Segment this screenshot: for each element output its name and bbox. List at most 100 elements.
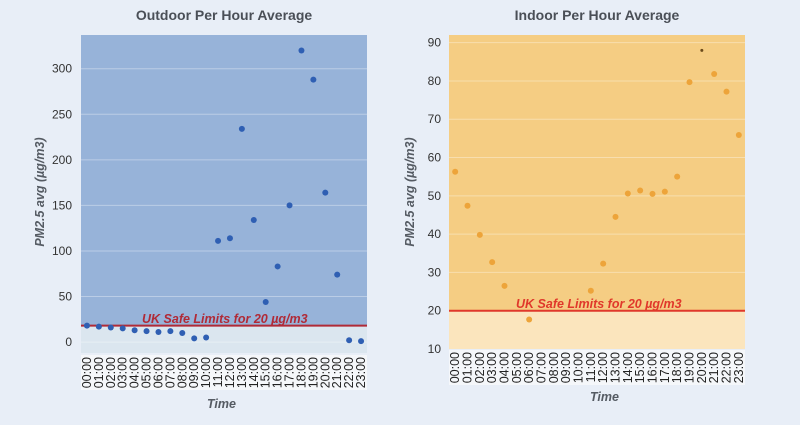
outdoor-y-tick-label: 200: [52, 153, 72, 167]
outdoor-x-tick-label: 00:00: [80, 357, 94, 388]
indoor-data-point: [476, 231, 483, 238]
indoor-data-point: [464, 202, 471, 209]
outdoor-data-point: [107, 324, 114, 331]
outdoor-x-tick-label: 16:00: [271, 357, 285, 388]
indoor-data-point: [624, 190, 631, 197]
indoor-data-point: [489, 259, 496, 266]
outdoor-safe-limit-label: UK Safe Limits for 20 µg/m3: [142, 312, 308, 326]
indoor-data-point: [700, 48, 704, 52]
indoor-data-point: [674, 173, 681, 180]
outdoor-data-point: [274, 263, 281, 270]
outdoor-data-point: [286, 202, 293, 209]
indoor-y-tick-label: 10: [428, 342, 442, 356]
outdoor-x-tick-label: 14:00: [247, 357, 261, 388]
outdoor-data-point: [179, 329, 186, 336]
outdoor-below-limit-region: [81, 325, 367, 353]
indoor-y-tick-label: 70: [428, 112, 442, 126]
outdoor-x-tick-label: 17:00: [283, 357, 297, 388]
outdoor-x-tick-label: 02:00: [104, 357, 118, 388]
outdoor-y-tick-label: 0: [65, 335, 72, 349]
indoor-x-tick-label: 06:00: [522, 352, 536, 383]
outdoor-y-tick-label: 150: [52, 198, 72, 212]
outdoor-data-point: [191, 335, 198, 342]
indoor-x-tick-label: 23:00: [732, 352, 746, 383]
outdoor-x-tick-label: 05:00: [140, 357, 154, 388]
outdoor-data-point: [226, 235, 233, 242]
indoor-y-tick-label: 50: [428, 189, 442, 203]
indoor-x-tick-label: 09:00: [559, 352, 573, 383]
outdoor-x-tick-label: 08:00: [175, 357, 189, 388]
indoor-x-tick-label: 07:00: [535, 352, 549, 383]
indoor-x-tick-label: 14:00: [621, 352, 635, 383]
indoor-y-tick-label: 40: [428, 227, 442, 241]
outdoor-x-tick-label: 15:00: [259, 357, 273, 388]
outdoor-data-point: [119, 325, 126, 332]
indoor-y-tick-label: 30: [428, 265, 442, 279]
outdoor-x-tick-label: 06:00: [151, 357, 165, 388]
indoor-data-point: [661, 188, 668, 195]
indoor-x-tick-label: 05:00: [510, 352, 524, 383]
indoor-x-tick-label: 19:00: [683, 352, 697, 383]
outdoor-y-tick-label: 100: [52, 244, 72, 258]
indoor-y-tick-label: 20: [428, 304, 442, 318]
indoor-data-point: [711, 71, 718, 78]
outdoor-plot-area: 0 50 100 150 200 250 300 00:0001:0002:0003:0004…: [52, 35, 368, 390]
outdoor-x-tick-label: 13:00: [235, 357, 249, 388]
outdoor-data-point: [322, 189, 329, 196]
outdoor-y-tick-label: 300: [52, 62, 72, 76]
outdoor-data-point: [143, 328, 150, 335]
outdoor-data-point: [310, 76, 317, 83]
outdoor-x-tick-label: 07:00: [163, 357, 177, 388]
outdoor-data-point: [203, 334, 210, 341]
outdoor-x-tick-label: 22:00: [342, 357, 356, 388]
outdoor-x-tick-label: 23:00: [354, 357, 368, 388]
indoor-x-tick-label: 12:00: [596, 352, 610, 383]
outdoor-data-point: [298, 47, 305, 54]
indoor-y-axis-label: PM2.5 avg (µg/m3): [403, 137, 417, 247]
outdoor-x-tick-label: 04:00: [128, 357, 142, 388]
indoor-x-tick-label: 22:00: [720, 352, 734, 383]
indoor-x-tick-label: 11:00: [584, 352, 598, 382]
indoor-x-tick-label: 10:00: [572, 352, 586, 383]
outdoor-data-point: [334, 271, 341, 278]
outdoor-x-tick-label: 03:00: [116, 357, 130, 388]
indoor-x-tick-label: 20:00: [695, 352, 709, 383]
indoor-chart-title: Indoor Per Hour Average: [514, 7, 680, 23]
indoor-safe-limit-label: UK Safe Limits for 20 µg/m3: [516, 297, 682, 311]
indoor-x-tick-label: 16:00: [646, 352, 660, 383]
outdoor-chart: Outdoor Per Hour Average PM2.5 avg (µg/m…: [33, 7, 368, 411]
outdoor-data-point: [83, 322, 90, 329]
indoor-data-point: [735, 131, 742, 138]
indoor-x-tick-label: 17:00: [658, 352, 672, 383]
indoor-data-point: [587, 287, 594, 294]
indoor-x-tick-label: 01:00: [461, 352, 475, 383]
indoor-x-tick-label: 21:00: [707, 352, 721, 383]
indoor-data-point: [612, 213, 619, 220]
outdoor-x-tick-label: 11:00: [211, 357, 225, 387]
indoor-x-tick-label: 02:00: [473, 352, 487, 383]
outdoor-data-point: [215, 237, 222, 244]
indoor-data-point: [723, 88, 730, 95]
outdoor-data-point: [346, 337, 353, 344]
outdoor-x-tick-label: 19:00: [306, 357, 320, 388]
outdoor-x-axis-label: Time: [207, 397, 236, 411]
outdoor-x-tick-label: 20:00: [318, 357, 332, 388]
outdoor-data-point: [250, 216, 257, 223]
indoor-data-point: [686, 79, 693, 86]
outdoor-data-point: [358, 338, 365, 345]
outdoor-data-point: [95, 323, 102, 330]
indoor-data-point: [649, 190, 656, 197]
indoor-x-tick-label: 13:00: [609, 352, 623, 383]
outdoor-data-point: [238, 125, 245, 132]
outdoor-above-limit-region: [81, 35, 367, 326]
indoor-data-point: [452, 168, 459, 175]
outdoor-data-point: [262, 298, 269, 305]
indoor-x-tick-label: 03:00: [485, 352, 499, 383]
indoor-data-point: [637, 187, 644, 194]
outdoor-data-point: [167, 328, 174, 335]
indoor-x-tick-label: 15:00: [633, 352, 647, 383]
indoor-y-tick-label: 60: [428, 151, 442, 165]
outdoor-data-point: [155, 329, 162, 336]
